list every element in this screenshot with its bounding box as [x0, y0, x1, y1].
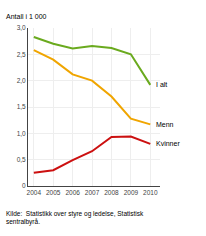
svg-text:I alt: I alt — [156, 81, 167, 88]
svg-text:2010: 2010 — [143, 189, 158, 196]
svg-text:Menn: Menn — [156, 121, 174, 128]
svg-text:2008: 2008 — [104, 189, 119, 196]
svg-text:Kvinner: Kvinner — [156, 140, 180, 147]
svg-text:2,0: 2,0 — [17, 77, 26, 84]
svg-text:Antall i 1 000: Antall i 1 000 — [6, 13, 47, 20]
svg-text:2009: 2009 — [124, 189, 139, 196]
svg-text:0: 0 — [22, 182, 26, 189]
svg-text:2005: 2005 — [46, 189, 61, 196]
svg-text:2006: 2006 — [65, 189, 80, 196]
svg-text:2007: 2007 — [85, 189, 100, 196]
svg-text:Kilde: Statistikk over styre: Kilde: Statistikk over styre og ledelse,… — [6, 210, 144, 226]
svg-text:1,0: 1,0 — [17, 130, 26, 137]
svg-text:2,5: 2,5 — [17, 51, 26, 58]
svg-text:3,0: 3,0 — [17, 24, 26, 31]
svg-text:1,5: 1,5 — [17, 103, 26, 110]
svg-text:0,5: 0,5 — [17, 156, 26, 163]
svg-text:2004: 2004 — [27, 189, 42, 196]
